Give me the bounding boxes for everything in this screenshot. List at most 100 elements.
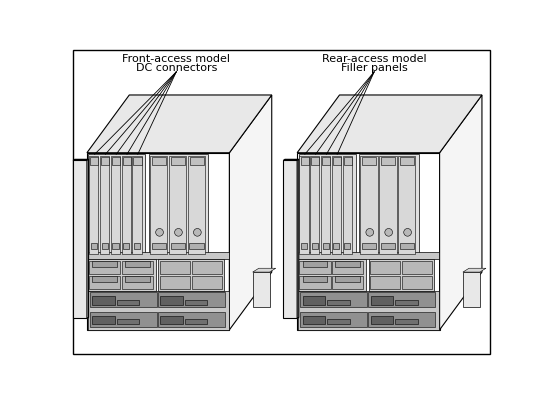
Polygon shape	[87, 96, 272, 153]
Bar	[192, 261, 222, 274]
Bar	[116, 320, 139, 325]
Bar	[299, 277, 330, 290]
Polygon shape	[297, 96, 482, 153]
Bar	[92, 261, 117, 267]
Polygon shape	[463, 269, 486, 272]
Bar	[323, 243, 329, 250]
Bar	[122, 277, 153, 290]
Circle shape	[366, 229, 374, 237]
Bar	[370, 261, 400, 274]
Bar	[371, 316, 394, 325]
Bar	[327, 320, 350, 325]
Bar	[335, 277, 360, 283]
Bar	[321, 156, 330, 254]
Bar	[90, 312, 156, 327]
Polygon shape	[440, 96, 482, 330]
Bar	[368, 293, 435, 308]
Bar	[160, 277, 189, 290]
Bar	[301, 243, 307, 250]
Bar	[358, 155, 418, 256]
Bar	[402, 261, 432, 274]
Bar	[332, 261, 363, 274]
Bar	[299, 155, 356, 256]
Bar	[89, 156, 98, 254]
Polygon shape	[73, 160, 88, 161]
Bar	[122, 158, 131, 166]
Bar	[333, 158, 341, 166]
Bar	[299, 156, 309, 254]
Bar	[160, 316, 183, 325]
Bar	[160, 296, 183, 305]
Bar	[189, 243, 204, 250]
Bar	[299, 261, 330, 274]
Bar	[343, 156, 352, 254]
Bar	[332, 277, 363, 290]
Bar	[73, 161, 87, 318]
Bar	[116, 300, 139, 305]
Bar	[298, 259, 366, 291]
Bar	[88, 155, 145, 256]
Bar	[87, 153, 229, 330]
Bar	[300, 312, 367, 327]
Bar	[402, 277, 432, 290]
Bar	[134, 243, 140, 250]
Bar	[122, 261, 153, 274]
Bar	[368, 312, 435, 327]
Text: Filler panels: Filler panels	[341, 63, 407, 73]
Bar	[149, 155, 209, 256]
Bar	[362, 243, 376, 250]
Bar	[171, 158, 185, 166]
Bar	[152, 158, 166, 166]
Bar	[395, 320, 418, 325]
Bar	[190, 158, 204, 166]
Bar	[381, 158, 395, 166]
Bar	[298, 253, 439, 259]
Bar	[302, 316, 325, 325]
Text: DC connectors: DC connectors	[136, 63, 217, 73]
Bar	[132, 156, 142, 254]
Bar	[362, 158, 377, 166]
Bar	[302, 277, 328, 283]
Circle shape	[385, 229, 393, 237]
Bar	[158, 293, 225, 308]
Bar	[400, 158, 414, 166]
Bar	[90, 293, 156, 308]
Bar	[371, 296, 394, 305]
Circle shape	[193, 229, 201, 237]
Bar	[89, 261, 120, 274]
Bar	[88, 291, 228, 330]
Bar	[368, 259, 434, 291]
Bar	[327, 300, 350, 305]
Bar	[370, 277, 400, 290]
Bar	[100, 156, 109, 254]
Bar	[184, 300, 208, 305]
Bar	[121, 156, 131, 254]
Bar	[171, 243, 185, 250]
Circle shape	[404, 229, 411, 237]
Bar	[92, 277, 117, 283]
Polygon shape	[297, 160, 299, 318]
Bar	[188, 156, 205, 254]
Bar	[152, 243, 166, 250]
Bar	[113, 243, 119, 250]
Bar	[310, 156, 320, 254]
Polygon shape	[229, 96, 272, 330]
Bar	[398, 156, 416, 254]
Bar	[169, 156, 186, 254]
Bar	[322, 158, 330, 166]
Bar	[379, 156, 396, 254]
Bar	[150, 156, 167, 254]
Bar	[311, 158, 320, 166]
Bar	[92, 316, 115, 325]
Bar	[297, 153, 440, 330]
Bar	[111, 156, 120, 254]
Bar	[360, 156, 378, 254]
Bar	[302, 296, 325, 305]
Bar	[298, 291, 439, 330]
Bar	[300, 158, 309, 166]
Bar	[463, 272, 480, 307]
Bar	[302, 261, 328, 267]
Bar	[335, 261, 360, 267]
Bar	[400, 243, 414, 250]
Bar	[88, 259, 156, 291]
